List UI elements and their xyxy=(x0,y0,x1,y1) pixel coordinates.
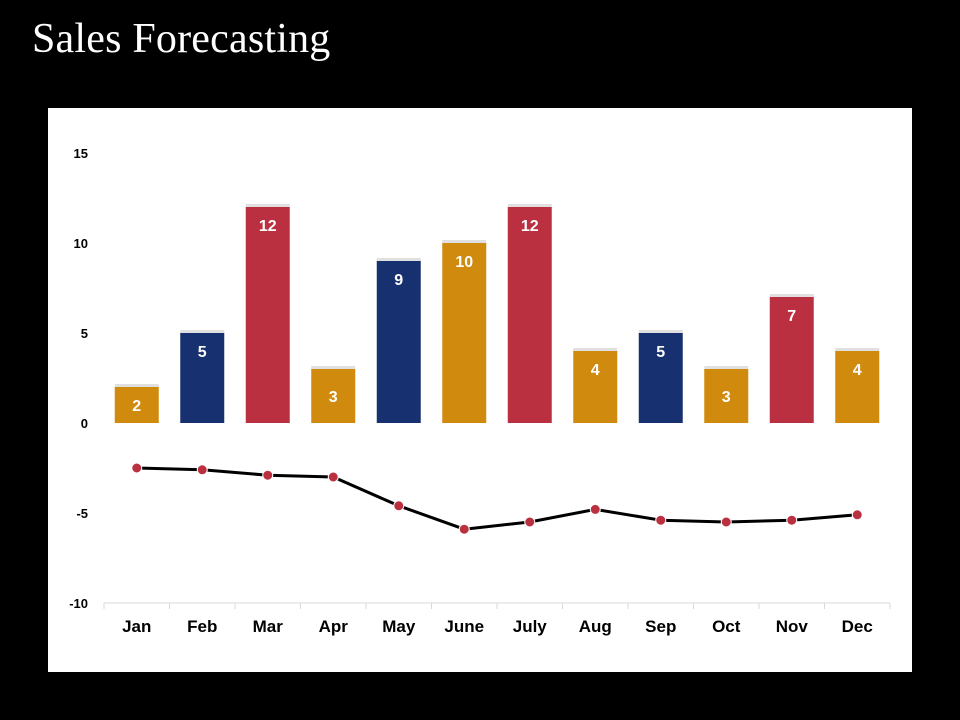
forecast-point xyxy=(524,516,536,528)
bar-value-label: 9 xyxy=(394,272,403,289)
x-category-label: Feb xyxy=(187,617,217,636)
bar-value-label: 7 xyxy=(787,308,796,325)
x-category-label: Sep xyxy=(645,617,676,636)
bar-june xyxy=(442,243,487,423)
sales-forecast-chart: 15 10 5 0 -5 -10 Jan Feb Mar Apr May June July Aug Sep… xyxy=(69,146,891,636)
forecast-point xyxy=(393,500,405,512)
bar-value-label: 12 xyxy=(521,218,539,235)
page-title: Sales Forecasting xyxy=(32,16,331,62)
y-tick-label: 0 xyxy=(81,416,88,431)
bar-shadow xyxy=(507,204,552,208)
bar-value-label: 10 xyxy=(455,254,473,271)
bar-shadow xyxy=(311,366,356,370)
forecast-point xyxy=(589,503,601,515)
chart-panel: 15 10 5 0 -5 -10 Jan Feb Mar Apr May June July Aug Sep… xyxy=(48,108,912,672)
x-category-label: Jan xyxy=(122,617,151,636)
bar-value-label: 3 xyxy=(722,389,731,406)
bar-shadow xyxy=(180,330,225,334)
x-category-label: Oct xyxy=(712,617,741,636)
forecast-point xyxy=(131,462,143,474)
forecast-point xyxy=(655,514,667,526)
x-category-label: Nov xyxy=(776,617,809,636)
bar-shadow xyxy=(573,348,618,352)
bar-jan xyxy=(114,387,159,423)
bar-dec xyxy=(835,351,880,423)
bar-apr xyxy=(311,369,356,423)
forecast-point xyxy=(851,509,863,521)
bar-shadow xyxy=(376,258,421,262)
x-category-label: Mar xyxy=(253,617,284,636)
forecast-line xyxy=(136,466,858,531)
bar-may xyxy=(376,261,421,423)
bar-value-label: 5 xyxy=(656,344,665,361)
bar-value-label: 4 xyxy=(591,362,600,379)
x-category-label: Aug xyxy=(579,617,612,636)
y-tick-label: 10 xyxy=(74,236,88,251)
y-tick-label: 5 xyxy=(81,326,88,341)
bar-value-label: 4 xyxy=(853,362,862,379)
bar-shadow xyxy=(442,240,487,244)
bar-shadow xyxy=(114,384,159,388)
x-category-label: June xyxy=(444,617,484,636)
bar-shadow xyxy=(835,348,880,352)
x-category-label: Dec xyxy=(842,617,873,636)
bar-nov xyxy=(769,297,814,423)
bar-value-label: 12 xyxy=(259,218,277,235)
bar-shadow xyxy=(638,330,683,334)
forecast-point xyxy=(720,516,732,528)
forecast-point xyxy=(262,469,274,481)
bar-shadow xyxy=(769,294,814,298)
y-tick-label: -10 xyxy=(69,596,88,611)
forecast-point xyxy=(196,464,208,476)
bar-value-label: 5 xyxy=(198,344,207,361)
bar-oct xyxy=(704,369,749,423)
x-category-label: May xyxy=(382,617,416,636)
forecast-point xyxy=(458,523,470,535)
y-tick-label: 15 xyxy=(74,146,88,161)
bar-feb xyxy=(180,333,225,423)
bar-shadow xyxy=(245,204,290,208)
forecast-point xyxy=(327,471,339,483)
bar-aug xyxy=(573,351,618,423)
bar-mar xyxy=(245,207,290,423)
forecast-point xyxy=(786,514,798,526)
x-category-label: Apr xyxy=(319,617,349,636)
bar-july xyxy=(507,207,552,423)
bar-value-label: 3 xyxy=(329,389,338,406)
bar-sep xyxy=(638,333,683,423)
bar-value-label: 2 xyxy=(132,398,141,415)
x-category-label: July xyxy=(513,617,548,636)
bar-shadow xyxy=(704,366,749,370)
y-tick-label: -5 xyxy=(76,506,88,521)
